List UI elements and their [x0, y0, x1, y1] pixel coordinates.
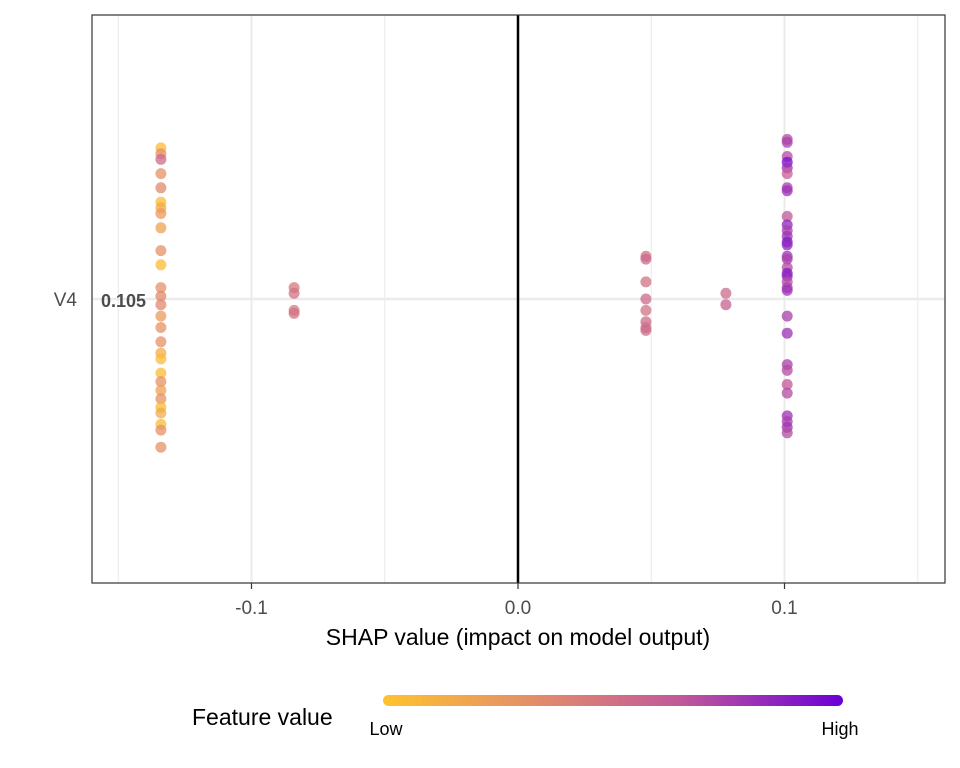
shap-point [781, 185, 793, 197]
legend-color-bar [383, 695, 843, 706]
shap-point [640, 276, 652, 288]
shap-point [155, 208, 167, 219]
shap-point [781, 253, 793, 265]
shap-point [155, 424, 167, 436]
shap-point [781, 379, 793, 390]
mean-abs-shap-label: 0.105 [101, 291, 146, 311]
shap-point [640, 304, 652, 316]
shap-point [640, 293, 652, 305]
x-axis-ticks: -0.1 0.0 0.1 [235, 583, 798, 619]
shap-point [781, 364, 793, 376]
shap-point [155, 282, 167, 294]
shap-point [155, 407, 167, 419]
shap-point [781, 387, 793, 399]
shap-point [155, 322, 167, 333]
shap-point [720, 299, 732, 311]
legend-low-label: Low [369, 719, 403, 739]
shap-point [155, 367, 167, 379]
shap-point [155, 441, 167, 453]
shap-point [781, 168, 793, 180]
shap-point [155, 299, 167, 311]
data-points [155, 133, 793, 453]
shap-point [781, 427, 793, 439]
shap-point [781, 210, 793, 222]
shap-point [155, 376, 167, 388]
shap-point [781, 284, 793, 296]
shap-point [155, 310, 167, 322]
shap-point [288, 287, 300, 299]
shap-point [155, 153, 167, 165]
shap-point [155, 168, 167, 180]
shap-point [720, 287, 732, 299]
shap-point [155, 353, 167, 365]
feature-label-v4: V4 [54, 290, 78, 311]
shap-point [288, 307, 300, 319]
shap-point [155, 336, 167, 348]
x-tick-label: -0.1 [235, 598, 268, 619]
shap-point [155, 384, 167, 396]
shap-point [155, 259, 167, 271]
legend-title: Feature value [192, 704, 333, 730]
x-tick-label: 0.1 [771, 598, 797, 619]
shap-point [640, 324, 652, 336]
shap-point [155, 393, 167, 405]
shap-point [155, 245, 167, 257]
shap-point [155, 182, 167, 194]
shap-point [640, 253, 652, 265]
legend-high-label: High [821, 719, 858, 739]
shap-point [781, 239, 793, 251]
shap-point [155, 290, 167, 302]
shap-point [781, 136, 793, 148]
x-axis-title: SHAP value (impact on model output) [326, 624, 710, 650]
shap-point [781, 310, 793, 322]
color-legend: Feature value Low High [192, 695, 859, 739]
x-tick-label: 0.0 [505, 598, 531, 619]
shap-point [781, 327, 793, 339]
shap-point [155, 222, 167, 234]
